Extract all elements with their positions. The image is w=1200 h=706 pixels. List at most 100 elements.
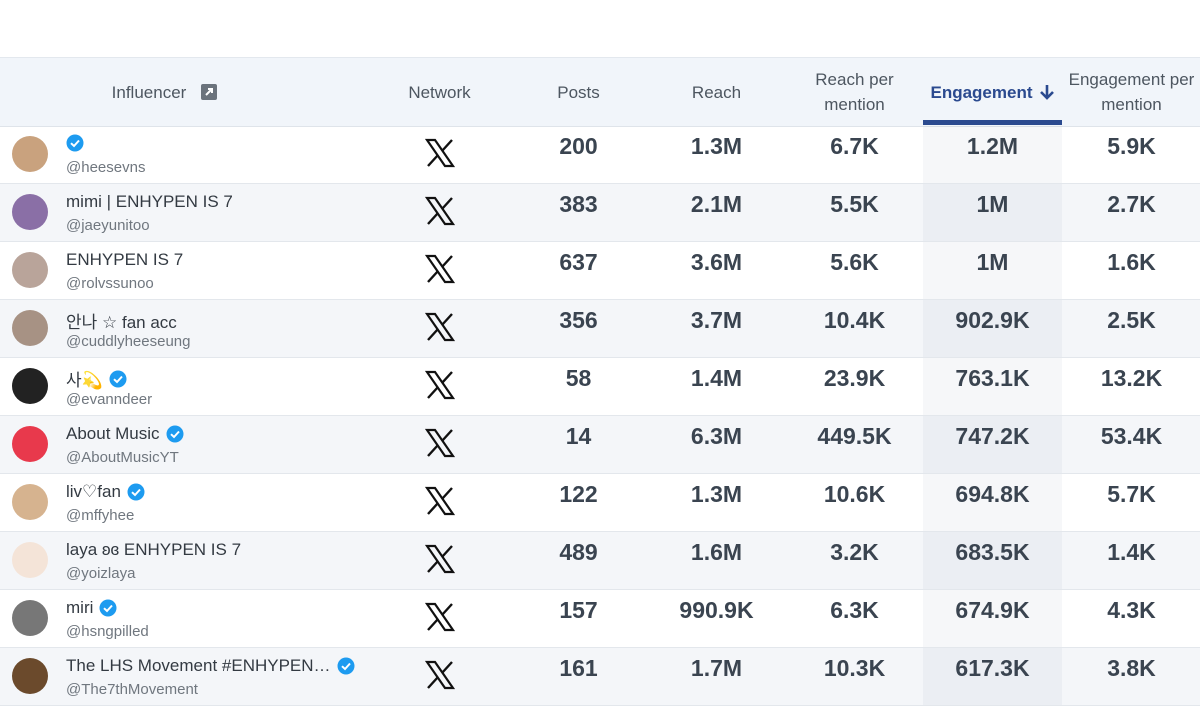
- metric-reach: 3.7M: [690, 307, 743, 333]
- name-text: laya ʚɞ ENHYPEN IS 7: [66, 540, 242, 559]
- metric-reach-per-mention: 6.3K: [830, 597, 879, 623]
- metric-reach: 1.4M: [690, 365, 743, 391]
- metric-reach: 990.9K: [679, 597, 754, 623]
- metric-engagement: 763.1K: [955, 365, 1030, 391]
- metric-engagement-per-mention: 2.5K: [1107, 307, 1156, 333]
- name-text: 사💫: [66, 371, 103, 390]
- influencer-name: mimi | ENHYPEN IS 7: [66, 192, 233, 212]
- expand-icon[interactable]: [200, 83, 218, 101]
- metric-reach-per-mention: 3.2K: [830, 539, 879, 565]
- table-row: miri @hsngpilled 157 990.9K 6.3K 674.9K 4.3K: [0, 590, 1200, 648]
- column-label: Reach: [691, 82, 742, 102]
- sorted-column-shade: [923, 416, 1062, 473]
- metric-posts: 14: [565, 423, 592, 449]
- column-header[interactable]: Reach: [647, 58, 786, 126]
- column-label: Reach per mention: [815, 70, 894, 114]
- network-icon: [425, 486, 455, 516]
- column-header[interactable]: Engagement per mention: [1062, 58, 1200, 126]
- metric-reach: 1.7M: [690, 655, 743, 681]
- name-text: The LHS Movement #ENHYPEN…: [66, 656, 331, 675]
- network-icon: [425, 138, 455, 168]
- handle: @hsngpilled: [66, 623, 149, 640]
- influencer-name: laya ʚɞ ENHYPEN IS 7: [66, 540, 241, 560]
- metric-reach-per-mention: 10.4K: [823, 307, 886, 333]
- column-header[interactable]: Network: [370, 58, 509, 126]
- metric-reach-per-mention: 449.5K: [817, 423, 892, 449]
- metric-posts: 157: [559, 597, 598, 623]
- network-icon: [425, 660, 455, 690]
- avatar: [12, 136, 48, 172]
- metric-engagement-per-mention: 4.3K: [1107, 597, 1156, 623]
- verified-badge: [337, 657, 355, 675]
- metric-posts: 161: [559, 655, 598, 681]
- metric-reach: 3.6M: [690, 249, 743, 275]
- verified-badge: [166, 425, 184, 443]
- sorted-column-shade: [923, 532, 1062, 589]
- column-header[interactable]: Engagement: [923, 58, 1062, 126]
- metric-engagement: 1M: [976, 191, 1009, 217]
- table-row: About Music @AboutMusicYT 14 6.3M 449.5K 747.…: [0, 416, 1200, 474]
- column-label: Engagement per mention: [1068, 70, 1195, 114]
- column-label: Network: [408, 82, 471, 102]
- metric-engagement-per-mention: 1.6K: [1107, 249, 1156, 275]
- metric-reach-per-mention: 5.6K: [830, 249, 879, 275]
- influencer-name: 사💫: [66, 366, 127, 391]
- metric-reach-per-mention: 6.7K: [830, 133, 879, 159]
- table-row: 안나 ☆ fan acc @cuddlyheeseung 356 3.7M 10.4K 9…: [0, 300, 1200, 358]
- metric-posts: 489: [559, 539, 598, 565]
- influencer-table: Influencer Network Posts Reach Reach per men…: [0, 57, 1200, 706]
- metric-engagement-per-mention: 1.4K: [1107, 539, 1156, 565]
- handle: @cuddlyheeseung: [66, 333, 191, 350]
- metric-posts: 122: [559, 481, 598, 507]
- column-header[interactable]: Influencer: [0, 58, 330, 126]
- metric-posts: 356: [559, 307, 598, 333]
- column-header[interactable]: Reach per mention: [785, 58, 924, 126]
- sorted-column-shade: [923, 474, 1062, 531]
- influencer-name: liv♡fan: [66, 482, 145, 502]
- avatar: [12, 252, 48, 288]
- handle: @evanndeer: [66, 391, 153, 408]
- avatar: [12, 542, 48, 578]
- metric-engagement: 694.8K: [955, 481, 1030, 507]
- network-icon: [425, 544, 455, 574]
- metric-reach-per-mention: 5.5K: [830, 191, 879, 217]
- avatar: [12, 426, 48, 462]
- table-row: The LHS Movement #ENHYPEN… @The7thMovemen…: [0, 648, 1200, 706]
- table-row: laya ʚɞ ENHYPEN IS 7 @yoizlaya 489 1.6M 3.2K…: [0, 532, 1200, 590]
- metric-posts: 200: [559, 133, 598, 159]
- sorted-column-shade: [923, 126, 1062, 183]
- name-text: liv♡fan: [66, 482, 121, 501]
- metric-engagement-per-mention: 3.8K: [1107, 655, 1156, 681]
- handle: @heesevns: [66, 159, 146, 176]
- table-row: ENHYPEN IS 7 @rolvssunoo 637 3.6M 5.6K 1M 1.6K: [0, 242, 1200, 300]
- handle: @mffyhee: [66, 507, 135, 524]
- metric-reach-per-mention: 23.9K: [823, 365, 886, 391]
- column-label: Influencer: [111, 82, 187, 102]
- metric-engagement: 747.2K: [955, 423, 1030, 449]
- sorted-column-shade: [923, 590, 1062, 647]
- metric-posts: 383: [559, 191, 598, 217]
- table-row: mimi | ENHYPEN IS 7 @jaeyunitoo 383 2.1M 5.5…: [0, 184, 1200, 242]
- table-row: @heesevns 200 1.3M 6.7K 1.2M 5.9K: [0, 126, 1200, 184]
- sorted-column-shade: [923, 358, 1062, 415]
- network-icon: [425, 428, 455, 458]
- influencer-name: About Music: [66, 424, 184, 444]
- network-icon: [425, 312, 455, 342]
- influencer-name: [66, 134, 84, 152]
- name-text: ENHYPEN IS 7: [66, 250, 184, 269]
- sorted-column-shade: [923, 184, 1062, 241]
- verified-badge: [66, 134, 84, 152]
- handle: @rolvssunoo: [66, 275, 154, 292]
- metric-engagement-per-mention: 53.4K: [1100, 423, 1163, 449]
- influencer-name: The LHS Movement #ENHYPEN…: [66, 656, 355, 676]
- handle: @jaeyunitoo: [66, 217, 150, 234]
- column-label: Engagement: [930, 82, 1033, 102]
- column-header[interactable]: Posts: [509, 58, 648, 126]
- metric-engagement-per-mention: 5.7K: [1107, 481, 1156, 507]
- handle: @yoizlaya: [66, 565, 136, 582]
- avatar: [12, 368, 48, 404]
- metric-reach: 1.3M: [690, 481, 743, 507]
- avatar: [12, 600, 48, 636]
- metric-reach-per-mention: 10.6K: [823, 481, 886, 507]
